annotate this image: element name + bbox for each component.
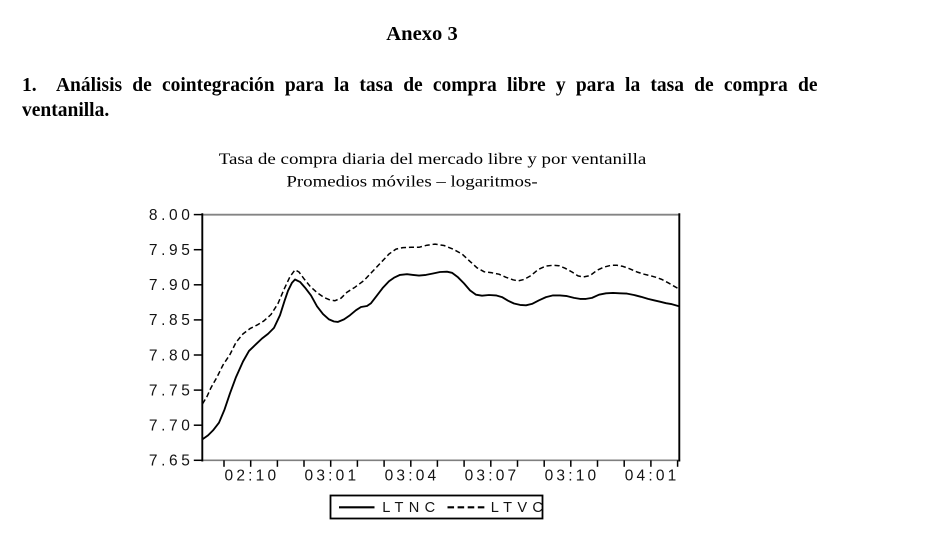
svg-text:7.75: 7.75 — [149, 382, 194, 399]
svg-text:LTNC: LTNC — [382, 500, 440, 516]
svg-text:Promedios móviles – logaritmos: Promedios móviles – logaritmos- — [286, 171, 537, 190]
svg-text:04:01: 04:01 — [625, 468, 680, 485]
svg-text:03:07: 03:07 — [465, 468, 520, 485]
svg-text:02:10: 02:10 — [225, 468, 280, 485]
svg-text:7.70: 7.70 — [149, 418, 194, 435]
svg-text:7.85: 7.85 — [149, 312, 194, 329]
svg-text:Anexo 3: Anexo 3 — [386, 24, 458, 45]
svg-text:03:01: 03:01 — [305, 468, 360, 485]
svg-text:8.00: 8.00 — [149, 207, 194, 224]
svg-text:03:04: 03:04 — [385, 468, 440, 485]
svg-text:03:10: 03:10 — [545, 468, 600, 485]
svg-text:LTVC: LTVC — [491, 500, 548, 516]
svg-text:7.65: 7.65 — [149, 453, 194, 470]
svg-text:7.95: 7.95 — [149, 242, 194, 259]
svg-text:7.90: 7.90 — [149, 277, 194, 294]
svg-text:Tasa de compra diaria del merc: Tasa de compra diaria del mercado libre … — [219, 149, 647, 168]
svg-text:7.80: 7.80 — [149, 347, 194, 364]
